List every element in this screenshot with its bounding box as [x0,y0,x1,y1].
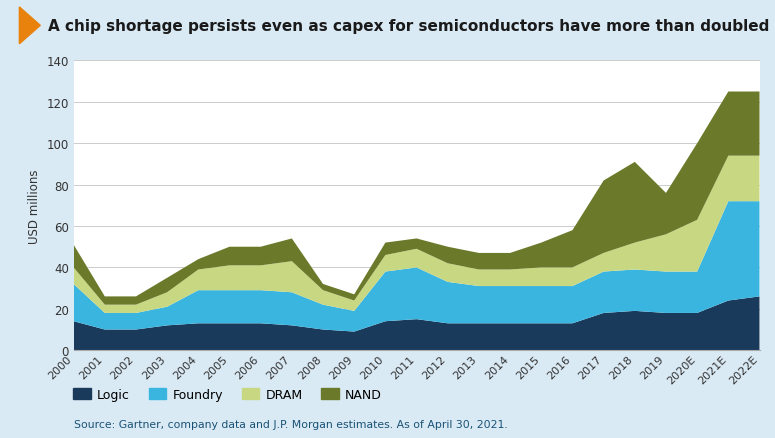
Text: A chip shortage persists even as capex for semiconductors have more than doubled: A chip shortage persists even as capex f… [48,19,775,34]
Y-axis label: USD millions: USD millions [28,169,41,243]
Legend: Logic, Foundry, DRAM, NAND: Logic, Foundry, DRAM, NAND [68,383,387,406]
Text: Source: Gartner, company data and J.P. Morgan estimates. As of April 30, 2021.: Source: Gartner, company data and J.P. M… [74,419,508,429]
Polygon shape [19,8,40,45]
